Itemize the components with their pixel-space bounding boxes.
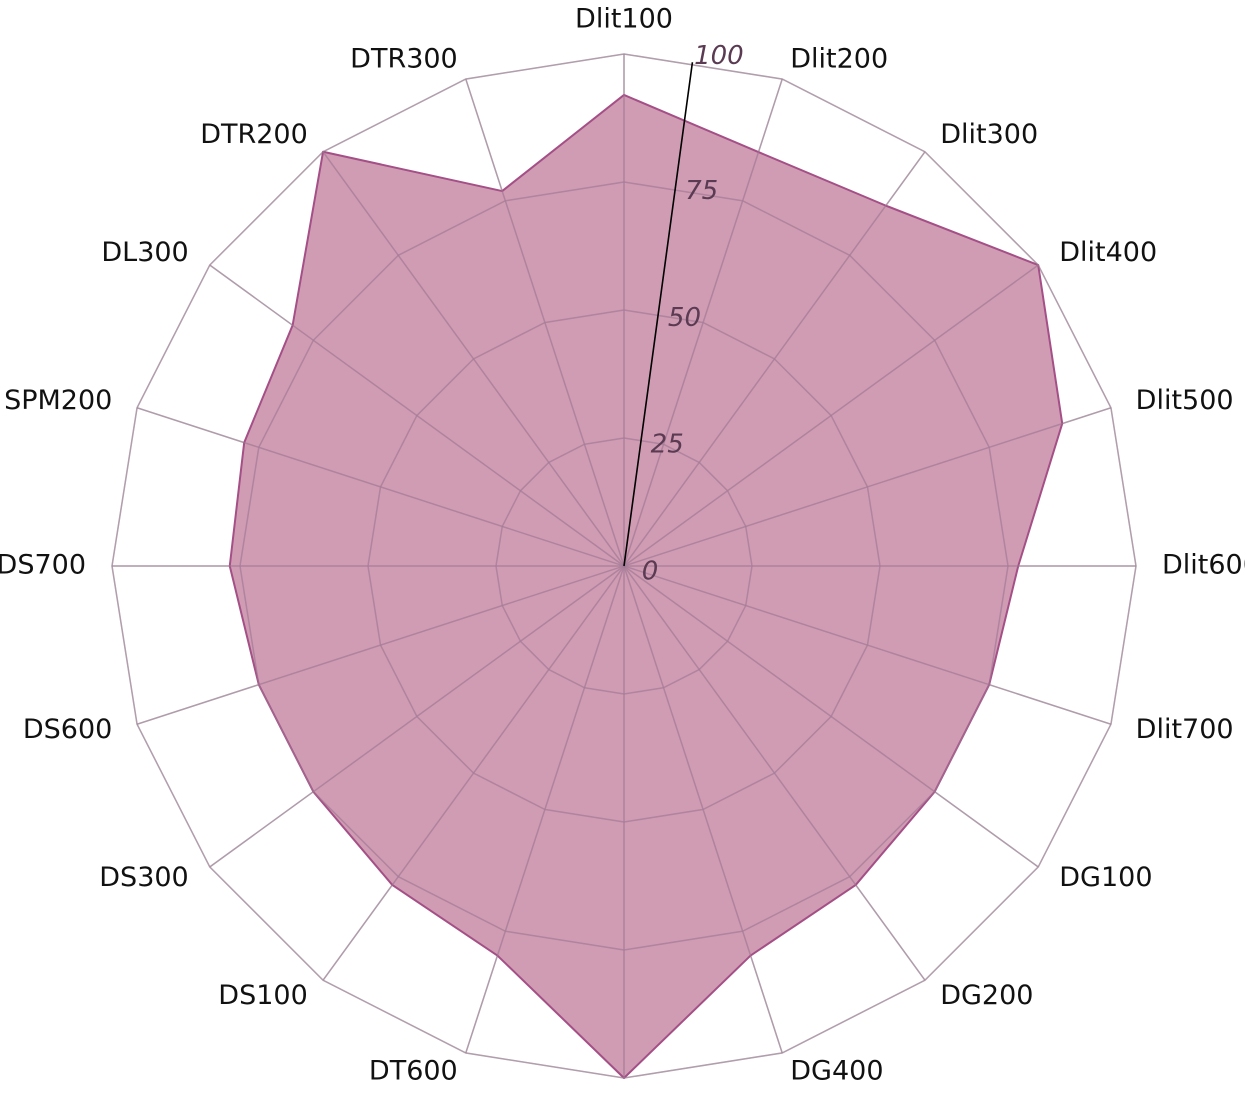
tick-label-0: 0 [642,557,659,587]
category-label-DT600: DT600 [369,1055,458,1086]
spoke-overlay-DL300 [209,264,625,567]
category-label-DTR200: DTR200 [200,119,308,150]
category-label-SPM200: SPM200 [4,385,112,416]
category-label-Dlit400: Dlit400 [1059,237,1157,268]
spoke-overlay-Dlit700 [623,565,1112,725]
category-label-DS600: DS600 [23,714,112,745]
category-label-DT100: DT100 [580,1096,669,1097]
category-label-DG400: DG400 [790,1055,883,1086]
category-label-DTR300: DTR300 [350,44,458,75]
category-label-DS300: DS300 [99,862,188,893]
tick-label-75: 75 [685,176,718,206]
radial-axis: 0 25 50 75 100 [623,41,744,587]
category-label-DG100: DG100 [1059,862,1152,893]
tick-label-25: 25 [651,430,684,460]
category-label-DL300: DL300 [101,237,188,268]
spoke-overlay-DG400 [623,565,783,1054]
category-label-Dlit700: Dlit700 [1136,714,1234,745]
spoke-overlay-DTR300 [465,78,625,567]
tick-label-100: 100 [694,41,744,71]
spoke-overlay-DS100 [322,565,625,981]
spoke-overlay-DS300 [209,565,625,868]
category-label-Dlit600: Dlit600 [1162,550,1245,581]
spoke-overlay-Dlit500 [623,407,1112,567]
category-label-Dlit300: Dlit300 [940,119,1038,150]
grid-inner [111,53,1137,1079]
spoke-overlay-Dlit400 [623,264,1039,567]
spoke-overlay-DS600 [136,565,625,725]
category-label-Dlit500: Dlit500 [1136,385,1234,416]
radial-axis-line [623,62,694,567]
category-label-Dlit100: Dlit100 [575,4,673,35]
spoke-overlay-DT600 [465,565,625,1054]
spoke-overlay-Dlit200 [623,78,783,567]
category-labels: Dlit100 Dlit200 Dlit300 Dlit400 Dlit500 Dlit6… [0,4,1245,1097]
spoke-overlay-DTR200 [322,151,625,567]
spoke-overlay-DG100 [623,565,1039,868]
category-label-DG200: DG200 [940,980,1033,1011]
category-label-Dlit200: Dlit200 [790,44,888,75]
spoke-overlay-DG200 [623,565,926,981]
category-label-DS100: DS100 [218,980,307,1011]
category-label-DS700: DS700 [0,550,86,581]
spoke-overlay-Dlit300 [623,151,926,567]
spoke-overlay-SPM200 [136,407,625,567]
tick-label-50: 50 [668,303,701,333]
